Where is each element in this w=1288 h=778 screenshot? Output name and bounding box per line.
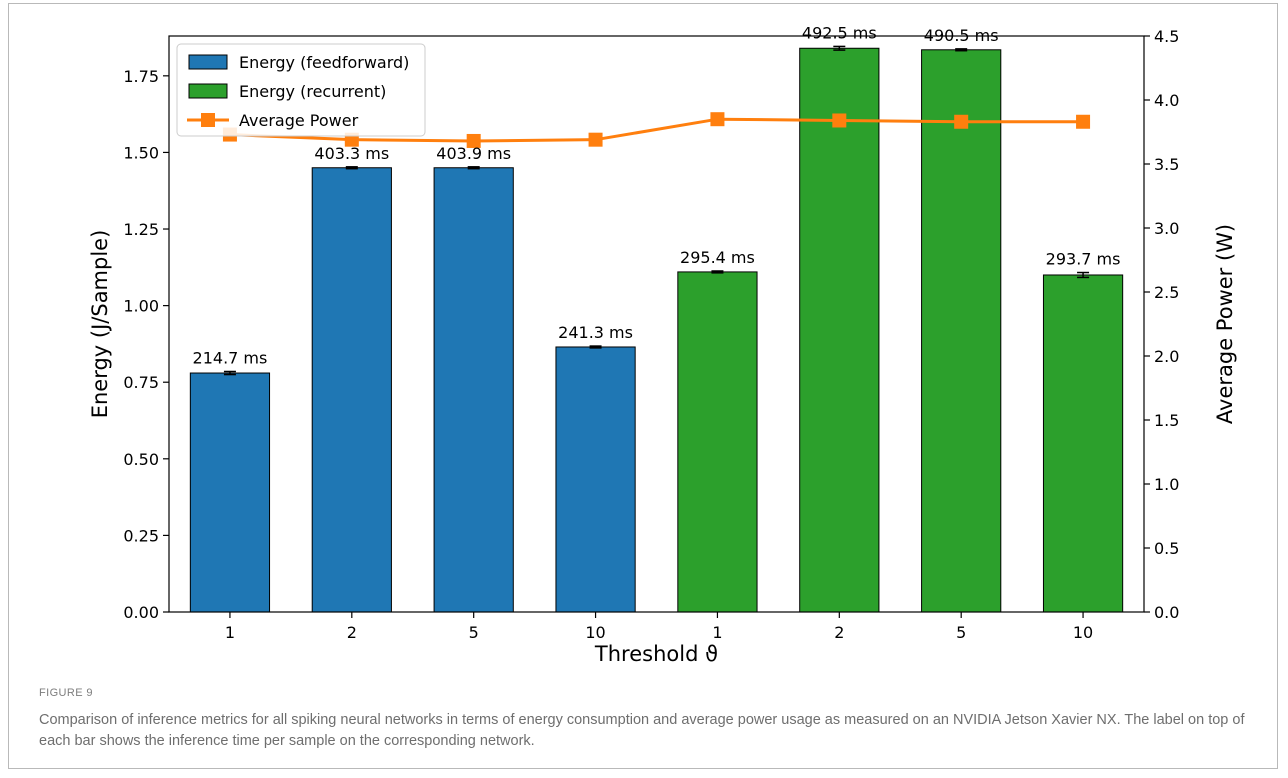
- y-right-tick-label: 1.0: [1154, 475, 1179, 494]
- power-marker: [832, 113, 847, 128]
- x-tick-label: 1: [712, 623, 722, 642]
- bar: [189, 372, 271, 613]
- bar-label: 295.4 ms: [680, 248, 755, 267]
- bar: [1042, 274, 1124, 613]
- y-tick-label: 0.75: [123, 373, 159, 392]
- legend: Energy (feedforward) Energy (recurrent) Av…: [176, 43, 426, 137]
- y-tick-label: 1.00: [123, 297, 159, 316]
- y-right-tick-label: 4.0: [1154, 91, 1179, 110]
- bar-label: 241.3 ms: [558, 323, 633, 342]
- bar-label: 492.5 ms: [802, 23, 877, 42]
- power-marker: [466, 133, 481, 148]
- bar-label: 490.5 ms: [924, 26, 999, 45]
- chart: 214.7 ms 403.3 ms 403.9 ms 241.3 ms 295.4 ms…: [88, 23, 1237, 666]
- y-tick-label: 0.25: [123, 526, 159, 545]
- x-tick-label: 10: [1073, 623, 1093, 642]
- bar-labels-layer: 214.7 ms 403.3 ms 403.9 ms 241.3 ms 295.4 ms…: [193, 23, 1121, 367]
- y-tick-label: 1.25: [123, 220, 159, 239]
- bar: [921, 49, 1002, 613]
- power-marker: [1076, 114, 1091, 129]
- x-axis-title: Threshold ϑ: [594, 642, 718, 666]
- bar: [799, 47, 880, 613]
- bars-layer: [189, 47, 1124, 613]
- y-tick-label: 0.50: [123, 450, 159, 469]
- bar-label: 293.7 ms: [1046, 250, 1121, 269]
- bar-label: 403.3 ms: [314, 144, 389, 163]
- y-tick-label: 1.75: [123, 67, 159, 86]
- x-tick-label: 2: [347, 623, 357, 642]
- y-right-tick-label: 2.0: [1154, 347, 1179, 366]
- y-right-tick-label: 0.0: [1154, 603, 1179, 622]
- y-right-tick-label: 3.5: [1154, 155, 1179, 174]
- bar-label: 214.7 ms: [193, 348, 268, 367]
- y-right-tick-label: 2.5: [1154, 283, 1179, 302]
- power-line: [229, 117, 1084, 143]
- power-marker: [588, 132, 603, 147]
- bar: [311, 167, 392, 613]
- legend-label: Energy (feedforward): [239, 53, 409, 72]
- figure-label: FIGURE 9: [39, 687, 93, 699]
- x-tick-label: 2: [834, 623, 844, 642]
- error-bars-layer: [223, 45, 1090, 376]
- y-right-tick-label: 1.5: [1154, 411, 1179, 430]
- y-axis-right-title: Average Power (W): [1213, 224, 1237, 424]
- x-tick-label: 5: [469, 623, 479, 642]
- legend-marker: [201, 113, 215, 127]
- x-tick-label: 5: [956, 623, 966, 642]
- bar-label: 403.9 ms: [436, 144, 511, 163]
- plot-frame: [168, 35, 1145, 613]
- legend-label: Average Power: [239, 111, 359, 130]
- y-axis-title: Energy (J/Sample): [88, 230, 112, 419]
- x-tick-label: 1: [225, 623, 235, 642]
- y-right-tick-label: 4.5: [1154, 27, 1179, 46]
- legend-swatch: [188, 83, 228, 99]
- power-marker: [710, 112, 725, 127]
- legend-label: Energy (recurrent): [239, 82, 386, 101]
- bar: [433, 167, 514, 613]
- y-tick-label: 0.00: [123, 603, 159, 622]
- legend-box: [176, 43, 426, 137]
- bar: [677, 271, 758, 613]
- axes-layer: 0.00 0.25 0.50 0.75 1.00 1.25 1.50 1.75 0.0 0.5 1.…: [123, 27, 1179, 642]
- legend-swatch: [188, 54, 228, 70]
- power-marker: [954, 114, 969, 129]
- y-right-tick-label: 3.0: [1154, 219, 1179, 238]
- x-tick-label: 10: [585, 623, 605, 642]
- figure-caption: Comparison of inference metrics for all …: [39, 712, 1245, 749]
- bar: [555, 346, 636, 613]
- y-tick-label: 1.50: [123, 143, 159, 162]
- figure-frame: 214.7 ms 403.3 ms 403.9 ms 241.3 ms 295.4 ms…: [8, 3, 1278, 769]
- y-right-tick-label: 0.5: [1154, 539, 1179, 558]
